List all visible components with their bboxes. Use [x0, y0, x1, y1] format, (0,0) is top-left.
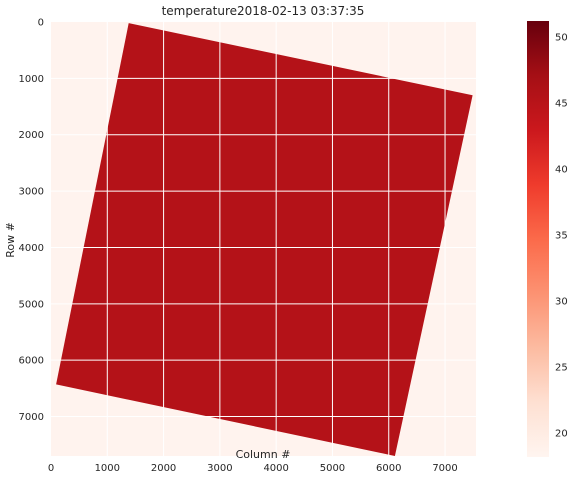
colorbar: 20 25 30 35 40 45 50 [527, 21, 568, 457]
colorbar-tick-label: 20 [555, 429, 568, 440]
x-tick-label: 1000 [95, 463, 120, 474]
y-tick-label: 1000 [19, 74, 44, 85]
y-tick-label: 4000 [19, 243, 44, 254]
colorbar-tick-label: 45 [555, 98, 568, 109]
y-tick-label: 2000 [19, 130, 44, 141]
y-tick-label: 7000 [19, 412, 44, 423]
x-axis-label: Column # [236, 448, 291, 461]
x-tick-label: 3000 [207, 463, 232, 474]
x-tick-label: 7000 [432, 463, 457, 474]
colorbar-tick-label: 30 [555, 297, 568, 308]
colorbar-tick-label: 50 [555, 32, 568, 43]
colorbar-tick-label: 35 [555, 231, 568, 242]
x-tick-label: 2000 [151, 463, 176, 474]
y-axis-label: Row # [4, 222, 17, 258]
scene-footprint [56, 23, 473, 456]
colorbar-tick-label: 40 [555, 164, 568, 175]
colorbar-tick-label: 25 [555, 363, 568, 374]
x-axis-ticks: 0 1000 2000 3000 4000 5000 6000 7000 [48, 463, 458, 474]
colorbar-gradient [527, 21, 549, 457]
x-tick-label: 4000 [263, 463, 288, 474]
x-tick-label: 0 [48, 463, 54, 474]
plot-area [51, 22, 476, 456]
y-tick-label: 0 [38, 18, 44, 29]
chart-title: temperature2018-02-13 03:37:35 [162, 4, 365, 18]
y-tick-label: 5000 [19, 299, 44, 310]
y-tick-label: 6000 [19, 356, 44, 367]
y-tick-label: 3000 [19, 187, 44, 198]
y-axis-ticks: 0 1000 2000 3000 4000 5000 6000 7000 [19, 18, 44, 424]
x-tick-label: 5000 [320, 463, 345, 474]
x-tick-label: 6000 [376, 463, 401, 474]
